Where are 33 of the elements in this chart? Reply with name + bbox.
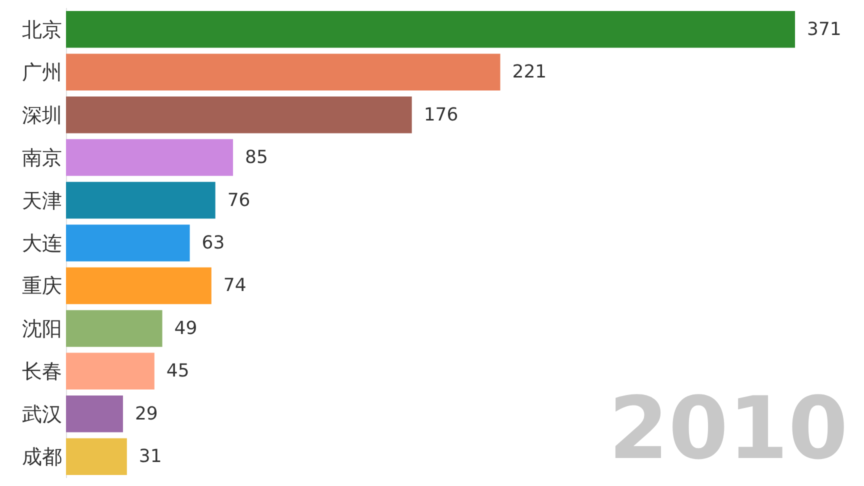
data-label: 85: [245, 147, 268, 168]
y-tick-label: 天津: [22, 188, 62, 212]
y-tick-label: 北京: [22, 17, 62, 42]
bar: [66, 310, 162, 347]
data-label: 31: [138, 446, 162, 468]
y-tick-label: 沈阳: [22, 316, 62, 340]
data-label: 176: [424, 104, 458, 126]
y-tick-label: 武汉: [22, 402, 62, 426]
y-tick-label: 重庆: [22, 274, 62, 298]
bar: [66, 139, 234, 176]
data-label: 49: [174, 318, 198, 339]
data-label: 76: [227, 190, 250, 211]
data-label: 371: [807, 18, 842, 40]
data-label: 221: [512, 62, 547, 83]
y-tick-label: 成都: [22, 444, 62, 469]
data-label: 45: [166, 360, 190, 382]
bar: [66, 224, 190, 262]
data-label: 74: [223, 275, 246, 296]
y-tick-label: 深圳: [22, 102, 62, 127]
bar: [66, 182, 216, 219]
y-tick-label: 南京: [22, 146, 62, 170]
data-label: 29: [134, 403, 158, 424]
y-tick-label: 广州: [22, 60, 62, 84]
bar: [66, 438, 127, 476]
bar: [66, 10, 796, 48]
bar: [66, 267, 212, 304]
bar: [66, 352, 154, 390]
data-label: 63: [202, 232, 225, 254]
bar: [66, 96, 412, 134]
bar: [66, 54, 500, 90]
bar: [66, 396, 123, 432]
y-tick-label: 长春: [22, 359, 62, 384]
y-tick-label: 大连: [22, 231, 62, 255]
